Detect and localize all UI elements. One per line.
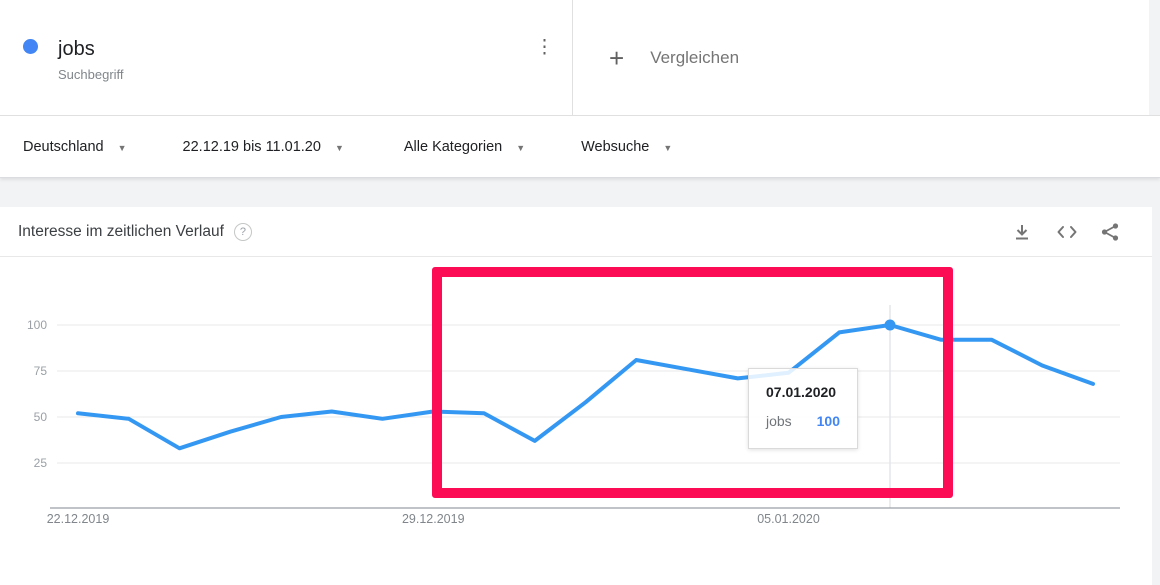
- chevron-down-icon: ▼: [516, 142, 526, 153]
- plus-icon: +: [609, 42, 625, 73]
- tooltip-date: 07.01.2020: [766, 384, 837, 400]
- tooltip-series-name: jobs: [766, 413, 792, 429]
- time-range-filter-dropdown[interactable]: 22.12.19 bis 11.01.20 ▼: [183, 139, 344, 155]
- search-terms-header: jobs Suchbegriff ⋮ + Vergleichen: [0, 0, 1160, 116]
- help-icon[interactable]: ?: [233, 222, 252, 241]
- y-axis-label: 100: [27, 318, 47, 332]
- series-color-dot-icon: [23, 39, 38, 54]
- highlighted-point-marker[interactable]: [884, 319, 896, 331]
- widget-title: Interesse im zeitlichen Verlauf: [18, 222, 224, 240]
- compare-label: Vergleichen: [650, 47, 740, 67]
- share-icon[interactable]: [1100, 222, 1120, 242]
- category-filter-dropdown[interactable]: Alle Kategorien ▼: [404, 139, 525, 155]
- trend-line-chart[interactable]: 25 50 75 100 22.12.2019 29.12.2019 05.01.2020: [0, 257, 1152, 585]
- time-filter-label: 22.12.19 bis 11.01.20: [182, 138, 321, 155]
- geo-filter-label: Deutschland: [23, 138, 104, 155]
- x-axis-label: 05.01.2020: [757, 512, 820, 526]
- chevron-down-icon: ▼: [334, 142, 344, 153]
- search-type-filter-dropdown[interactable]: Websuche ▼: [581, 139, 672, 155]
- chevron-down-icon: ▼: [117, 142, 127, 153]
- x-axis-label: 22.12.2019: [47, 512, 110, 526]
- x-axis-label: 29.12.2019: [402, 512, 465, 526]
- term-card-jobs[interactable]: jobs Suchbegriff ⋮: [0, 0, 573, 115]
- tooltip-value: 100: [816, 413, 840, 429]
- filter-bar: Deutschland ▼ 22.12.19 bis 11.01.20 ▼ Al…: [0, 116, 1160, 178]
- widget-header: Interesse im zeitlichen Verlauf ?: [0, 207, 1152, 257]
- y-axis-label: 75: [34, 364, 48, 378]
- geo-filter-dropdown[interactable]: Deutschland ▼: [23, 139, 127, 155]
- chevron-down-icon: ▼: [663, 142, 673, 153]
- trend-line[interactable]: [76, 323, 1095, 451]
- search-type-filter-label: Websuche: [581, 138, 650, 155]
- add-comparison-button[interactable]: + Vergleichen: [573, 0, 1149, 115]
- interest-over-time-widget: Interesse im zeitlichen Verlauf ?: [0, 207, 1152, 585]
- kebab-menu-icon[interactable]: ⋮: [535, 37, 554, 58]
- category-filter-label: Alle Kategorien: [403, 138, 503, 155]
- y-axis-label: 50: [34, 410, 48, 424]
- download-icon[interactable]: [1012, 222, 1032, 242]
- term-subtitle: Suchbegriff: [58, 66, 124, 82]
- background-strip: [1149, 0, 1160, 115]
- y-axis-label: 25: [34, 456, 48, 470]
- chart-tooltip: 07.01.2020 jobs 100: [748, 368, 858, 449]
- embed-icon[interactable]: [1056, 222, 1077, 242]
- term-title: jobs: [58, 37, 95, 60]
- timeseries-chart-area[interactable]: 25 50 75 100 22.12.2019 29.12.2019 05.01.2020 …: [0, 257, 1152, 585]
